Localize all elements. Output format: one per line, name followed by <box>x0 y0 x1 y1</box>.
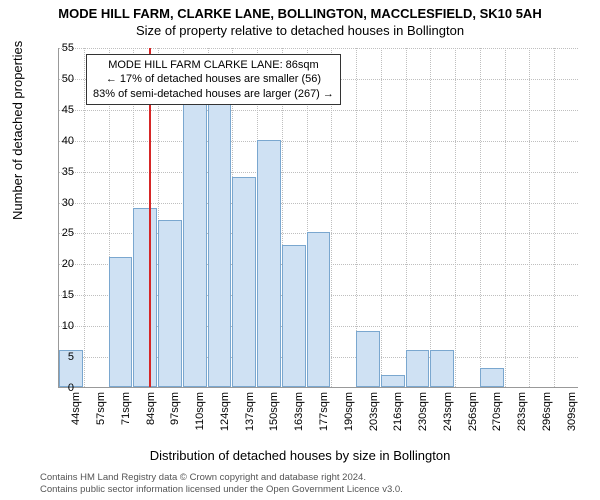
y-tick-label: 55 <box>34 42 74 54</box>
x-tick-label: 137sqm <box>244 392 256 432</box>
x-tick-label: 44sqm <box>70 392 82 432</box>
gridline-v <box>430 48 431 387</box>
gridline-v <box>406 48 407 387</box>
histogram-bar <box>257 140 281 387</box>
y-tick-label: 50 <box>34 73 74 85</box>
annotation-line-1: MODE HILL FARM CLARKE LANE: 86sqm <box>93 58 334 72</box>
x-tick-label: 84sqm <box>145 392 157 432</box>
y-tick-label: 35 <box>34 166 74 178</box>
x-tick-label: 203sqm <box>368 392 380 432</box>
histogram-bar <box>109 257 133 387</box>
x-tick-label: 230sqm <box>417 392 429 432</box>
gridline-h <box>59 110 578 111</box>
histogram-bar <box>133 208 157 387</box>
y-tick-label: 10 <box>34 320 74 332</box>
footer-line-1: Contains HM Land Registry data © Crown c… <box>40 472 403 484</box>
histogram-bar <box>158 220 182 387</box>
histogram-bar <box>232 177 256 387</box>
histogram-bar <box>183 103 207 387</box>
page-subtitle: Size of property relative to detached ho… <box>0 21 600 42</box>
y-tick-label: 25 <box>34 227 74 239</box>
gridline-v <box>529 48 530 387</box>
annotation-line-2: ← 17% of detached houses are smaller (56… <box>93 72 334 86</box>
x-tick-label: 150sqm <box>268 392 280 432</box>
histogram-bar <box>282 245 306 387</box>
x-tick-label: 110sqm <box>194 392 206 432</box>
gridline-v <box>381 48 382 387</box>
x-tick-label: 57sqm <box>95 392 107 432</box>
x-tick-label: 270sqm <box>491 392 503 432</box>
y-tick-label: 15 <box>34 289 74 301</box>
y-tick-label: 40 <box>34 135 74 147</box>
footer-attribution: Contains HM Land Registry data © Crown c… <box>40 472 403 496</box>
y-axis-label: Number of detached properties <box>10 41 25 220</box>
gridline-h <box>59 172 578 173</box>
x-tick-label: 71sqm <box>120 392 132 432</box>
x-tick-label: 177sqm <box>318 392 330 432</box>
histogram-bar <box>381 375 405 387</box>
histogram-bar <box>406 350 430 387</box>
histogram-bar <box>430 350 454 387</box>
histogram-bar <box>307 232 331 387</box>
annotation-line-3: 83% of semi-detached houses are larger (… <box>93 87 334 101</box>
gridline-h <box>59 203 578 204</box>
x-axis-label: Distribution of detached houses by size … <box>0 448 600 463</box>
histogram-bar <box>480 368 504 387</box>
x-tick-label: 256sqm <box>467 392 479 432</box>
gridline-v <box>84 48 85 387</box>
x-tick-label: 296sqm <box>541 392 553 432</box>
x-tick-label: 190sqm <box>343 392 355 432</box>
x-tick-label: 97sqm <box>169 392 181 432</box>
gridline-v <box>554 48 555 387</box>
footer-line-2: Contains public sector information licen… <box>40 484 403 496</box>
y-tick-label: 45 <box>34 104 74 116</box>
y-tick-label: 0 <box>34 382 74 394</box>
x-tick-label: 243sqm <box>442 392 454 432</box>
x-tick-label: 216sqm <box>392 392 404 432</box>
histogram-bar <box>356 331 380 387</box>
y-tick-label: 5 <box>34 351 74 363</box>
x-tick-label: 309sqm <box>566 392 578 432</box>
y-tick-label: 30 <box>34 197 74 209</box>
annotation-box: MODE HILL FARM CLARKE LANE: 86sqm ← 17% … <box>86 54 341 105</box>
x-tick-label: 283sqm <box>516 392 528 432</box>
gridline-v <box>480 48 481 387</box>
gridline-h <box>59 141 578 142</box>
gridline-v <box>505 48 506 387</box>
page-title: MODE HILL FARM, CLARKE LANE, BOLLINGTON,… <box>0 0 600 21</box>
x-tick-label: 124sqm <box>219 392 231 432</box>
chart-area: MODE HILL FARM CLARKE LANE: 86sqm ← 17% … <box>58 48 578 388</box>
x-tick-label: 163sqm <box>293 392 305 432</box>
gridline-v <box>455 48 456 387</box>
histogram-bar <box>208 103 232 387</box>
y-tick-label: 20 <box>34 258 74 270</box>
gridline-h <box>59 48 578 49</box>
